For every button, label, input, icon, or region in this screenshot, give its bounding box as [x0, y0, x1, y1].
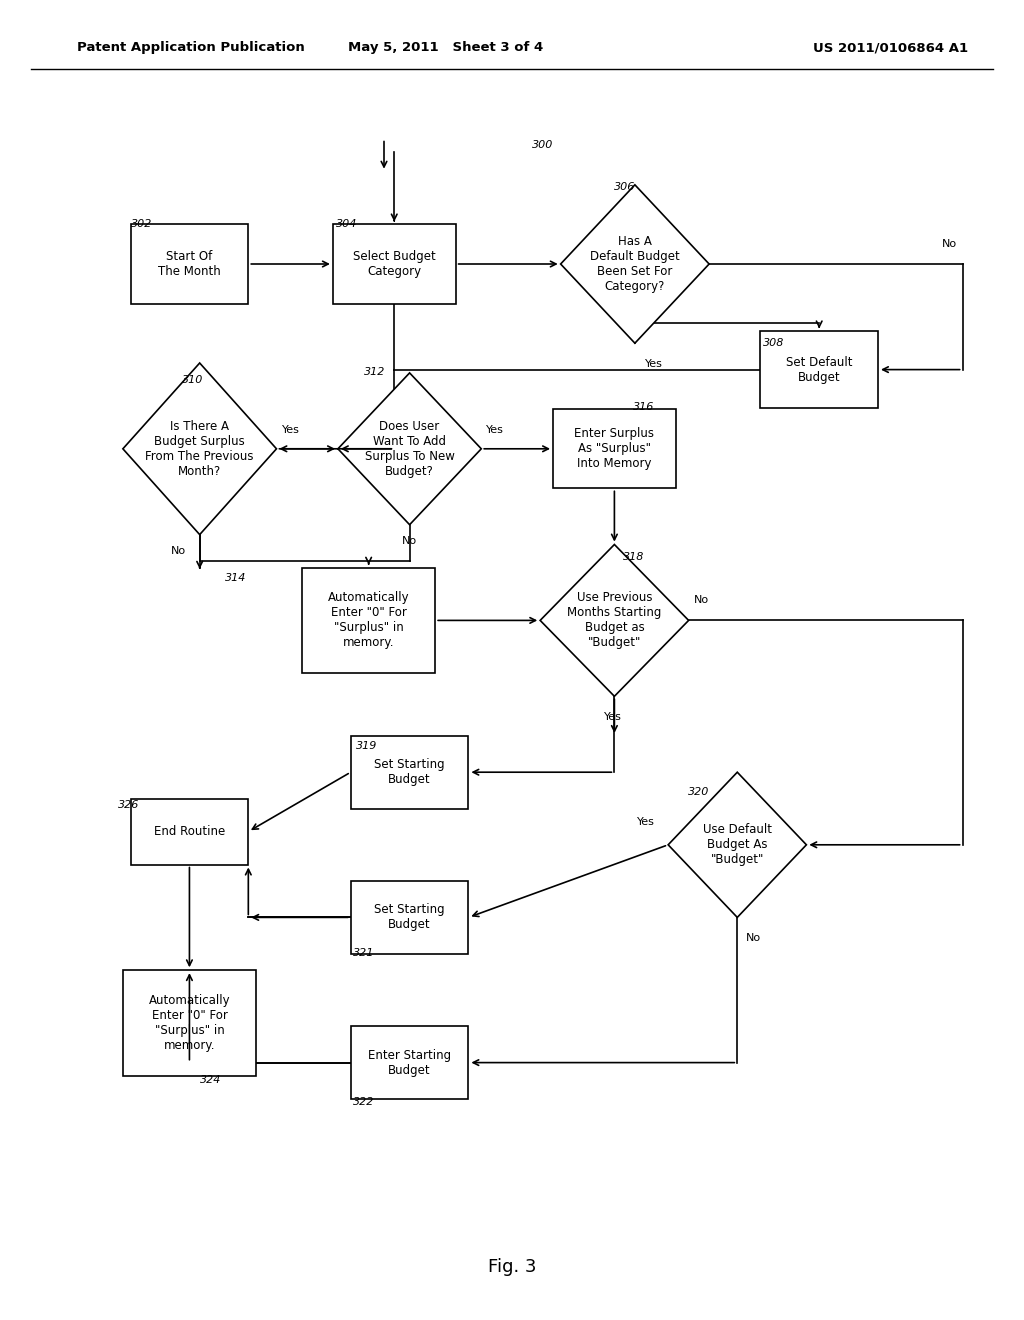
Text: Set Starting
Budget: Set Starting Budget	[375, 758, 444, 787]
Text: 306: 306	[614, 182, 636, 193]
Text: Set Default
Budget: Set Default Budget	[786, 355, 852, 384]
Text: No: No	[745, 933, 761, 944]
Text: May 5, 2011   Sheet 3 of 4: May 5, 2011 Sheet 3 of 4	[348, 41, 543, 54]
FancyBboxPatch shape	[350, 882, 469, 953]
FancyBboxPatch shape	[350, 737, 469, 808]
Polygon shape	[541, 544, 688, 697]
Text: 320: 320	[688, 787, 710, 797]
FancyBboxPatch shape	[350, 1027, 469, 1098]
FancyBboxPatch shape	[131, 224, 248, 304]
Text: Is There A
Budget Surplus
From The Previous
Month?: Is There A Budget Surplus From The Previ…	[145, 420, 254, 478]
Text: No: No	[694, 595, 709, 606]
Text: 318: 318	[623, 552, 644, 562]
Text: 300: 300	[532, 140, 554, 150]
Text: Yes: Yes	[637, 817, 655, 828]
Text: Has A
Default Budget
Been Set For
Category?: Has A Default Budget Been Set For Catego…	[590, 235, 680, 293]
Text: Use Previous
Months Starting
Budget as
"Budget": Use Previous Months Starting Budget as "…	[567, 591, 662, 649]
Text: Automatically
Enter "0" For
"Surplus" in
memory.: Automatically Enter "0" For "Surplus" in…	[148, 994, 230, 1052]
Text: 324: 324	[200, 1074, 221, 1085]
FancyBboxPatch shape	[123, 970, 256, 1076]
FancyBboxPatch shape	[302, 568, 435, 673]
Text: 304: 304	[336, 219, 357, 230]
FancyBboxPatch shape	[131, 799, 248, 865]
Text: Use Default
Budget As
"Budget": Use Default Budget As "Budget"	[702, 824, 772, 866]
Text: Yes: Yes	[486, 425, 504, 436]
Text: Start Of
The Month: Start Of The Month	[158, 249, 221, 279]
Text: 314: 314	[225, 573, 247, 583]
Text: Does User
Want To Add
Surplus To New
Budget?: Does User Want To Add Surplus To New Bud…	[365, 420, 455, 478]
Text: Yes: Yes	[282, 425, 299, 436]
Polygon shape	[668, 772, 807, 917]
Text: Automatically
Enter "0" For
"Surplus" in
memory.: Automatically Enter "0" For "Surplus" in…	[328, 591, 410, 649]
Text: 319: 319	[356, 741, 378, 751]
Text: No: No	[942, 239, 957, 249]
Text: No: No	[401, 536, 417, 546]
FancyBboxPatch shape	[760, 331, 879, 408]
FancyBboxPatch shape	[553, 409, 676, 488]
Text: Fig. 3: Fig. 3	[487, 1258, 537, 1276]
Text: Yes: Yes	[645, 359, 663, 370]
Polygon shape	[561, 185, 709, 343]
Text: 312: 312	[364, 367, 385, 378]
Text: 321: 321	[353, 948, 375, 958]
Polygon shape	[338, 372, 481, 524]
Text: 322: 322	[353, 1097, 375, 1107]
Text: 308: 308	[763, 338, 784, 348]
Text: No: No	[171, 546, 186, 557]
Text: Enter Surplus
As "Surplus"
Into Memory: Enter Surplus As "Surplus" Into Memory	[574, 428, 654, 470]
Text: 310: 310	[182, 375, 204, 385]
Text: Yes: Yes	[604, 711, 622, 722]
Text: Set Starting
Budget: Set Starting Budget	[375, 903, 444, 932]
Text: 302: 302	[131, 219, 153, 230]
Text: Enter Starting
Budget: Enter Starting Budget	[368, 1048, 452, 1077]
Text: US 2011/0106864 A1: US 2011/0106864 A1	[813, 41, 969, 54]
Text: 316: 316	[633, 401, 654, 412]
Text: Select Budget
Category: Select Budget Category	[353, 249, 435, 279]
Text: End Routine: End Routine	[154, 825, 225, 838]
Text: 326: 326	[118, 800, 139, 810]
Polygon shape	[123, 363, 276, 535]
Text: Patent Application Publication: Patent Application Publication	[77, 41, 304, 54]
FancyBboxPatch shape	[333, 224, 456, 304]
